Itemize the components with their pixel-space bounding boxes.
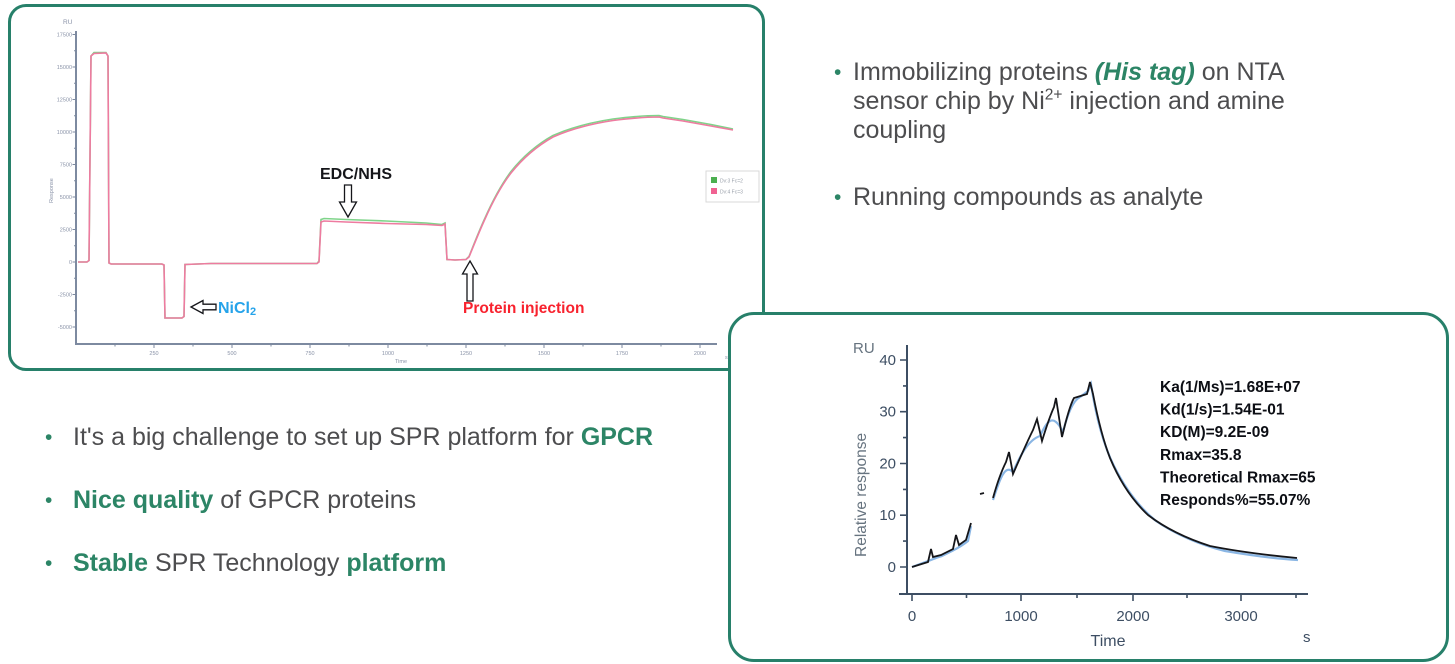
stat-kd-m: KD(M)=9.2E-09	[1160, 424, 1269, 441]
protein-up-arrow-icon	[461, 259, 479, 302]
kinetics-chart-panel: RU Relative response 40 30 20 10 0 0 100…	[728, 312, 1449, 662]
svg-text:20: 20	[879, 456, 896, 473]
bullet-icon: •	[834, 186, 842, 209]
svg-text:10000: 10000	[57, 130, 72, 136]
svg-text:5000: 5000	[60, 195, 72, 201]
bullet-icon: •	[45, 426, 53, 449]
kinetics-stats: Ka(1/Ms)=1.68E+07 Kd(1/s)=1.54E-01 KD(M)…	[1160, 379, 1316, 509]
stat-rmax: Rmax=35.8	[1160, 447, 1242, 464]
bullet-text: Running compounds as analyte	[853, 183, 1204, 211]
x-axis-title: Time	[1091, 633, 1126, 650]
svg-text:2000: 2000	[1116, 608, 1149, 625]
svg-text:2000: 2000	[694, 351, 706, 357]
svg-text:-2500: -2500	[58, 293, 72, 299]
sensorgram-curve-green	[78, 51, 734, 319]
stat-theoretical-rmax: Theoretical Rmax=65	[1160, 469, 1316, 486]
svg-text:2500: 2500	[60, 228, 72, 234]
svg-text:-5000: -5000	[58, 325, 72, 331]
immobilization-chart: RU Response 17500 15000 12500 10000 7500…	[49, 19, 760, 365]
svg-text:250: 250	[149, 351, 158, 357]
bullet-icon: •	[834, 61, 842, 84]
data-curve	[911, 381, 1298, 568]
edc-down-arrow-icon	[338, 184, 358, 219]
immobilization-chart-panel: RU Response 17500 15000 12500 10000 7500…	[8, 4, 765, 371]
svg-text:0: 0	[888, 559, 896, 576]
stat-responds: Responds%=55.07%	[1160, 492, 1311, 509]
bullet-text: It's a big challenge to set up SPR platf…	[73, 423, 654, 451]
y-unit-label: RU	[63, 19, 73, 26]
edc-nhs-label: EDC/NHS	[320, 166, 392, 183]
svg-text:0: 0	[69, 260, 72, 266]
sensorgram-curve-pink	[78, 52, 734, 319]
x-axis-title: Time	[395, 359, 407, 365]
axes	[75, 31, 717, 345]
method-bullet-list: • Immobilizing proteins (His tag) on NTA…	[834, 58, 1354, 250]
bullet-icon: •	[45, 489, 53, 512]
svg-text:1250: 1250	[460, 351, 472, 357]
kinetics-chart: RU Relative response 40 30 20 10 0 0 100…	[853, 340, 1316, 650]
nicl2-left-arrow-icon	[189, 299, 217, 315]
y-axis-title: Response	[49, 178, 55, 203]
svg-text:1000: 1000	[382, 351, 394, 357]
legend-label-2: Dv:4 Fc=3	[720, 190, 743, 196]
legend-label-1: Dv:3 Fc=2	[720, 179, 743, 185]
legend-swatch-pink	[711, 188, 717, 194]
nicl2-label: NiCl2	[218, 300, 256, 318]
svg-text:15000: 15000	[57, 65, 72, 71]
svg-text:1750: 1750	[616, 351, 628, 357]
svg-text:1500: 1500	[538, 351, 550, 357]
bullet-item: • Nice quality of GPCR proteins	[45, 486, 745, 515]
svg-text:500: 500	[227, 351, 236, 357]
svg-text:10: 10	[879, 507, 896, 524]
x-unit-label: s	[1303, 629, 1311, 646]
bullet-text: Immobilizing proteins (His tag) on NTA se…	[853, 58, 1285, 144]
x-unit-label: s	[725, 355, 728, 361]
legend-swatch-green	[711, 177, 717, 183]
svg-text:7500: 7500	[60, 163, 72, 169]
svg-text:40: 40	[879, 352, 896, 369]
bullet-item: • Running compounds as analyte	[834, 183, 1354, 212]
svg-text:30: 30	[879, 404, 896, 421]
bullet-text: Stable SPR Technology platform	[73, 549, 447, 577]
axis-labels: RU Relative response 40 30 20 10 0 0 100…	[853, 340, 1311, 650]
svg-text:0: 0	[908, 608, 916, 625]
bullet-item: • Stable SPR Technology platform	[45, 549, 745, 578]
stat-kd: Kd(1/s)=1.54E-01	[1160, 402, 1285, 419]
axis-ticks	[900, 359, 1297, 601]
bullet-text: Nice quality of GPCR proteins	[73, 486, 417, 514]
summary-bullet-list: • It's a big challenge to set up SPR pla…	[45, 423, 745, 612]
svg-text:17500: 17500	[57, 33, 72, 39]
legend: Dv:3 Fc=2 Dv:4 Fc=3	[705, 170, 760, 203]
axis-labels: RU Response 17500 15000 12500 10000 7500…	[49, 19, 728, 365]
y-axis-title: Relative response	[853, 433, 870, 557]
bullet-item: • Immobilizing proteins (His tag) on NTA…	[834, 58, 1354, 145]
axis-ticks	[72, 34, 701, 348]
svg-text:3000: 3000	[1224, 608, 1257, 625]
protein-injection-label: Protein injection	[463, 300, 584, 317]
svg-text:1000: 1000	[1004, 608, 1037, 625]
bullet-item: • It's a big challenge to set up SPR pla…	[45, 423, 745, 452]
svg-text:750: 750	[305, 351, 314, 357]
svg-text:12500: 12500	[57, 98, 72, 104]
y-unit-label: RU	[853, 340, 875, 357]
stat-ka: Ka(1/Ms)=1.68E+07	[1160, 379, 1300, 396]
bullet-icon: •	[45, 552, 53, 575]
